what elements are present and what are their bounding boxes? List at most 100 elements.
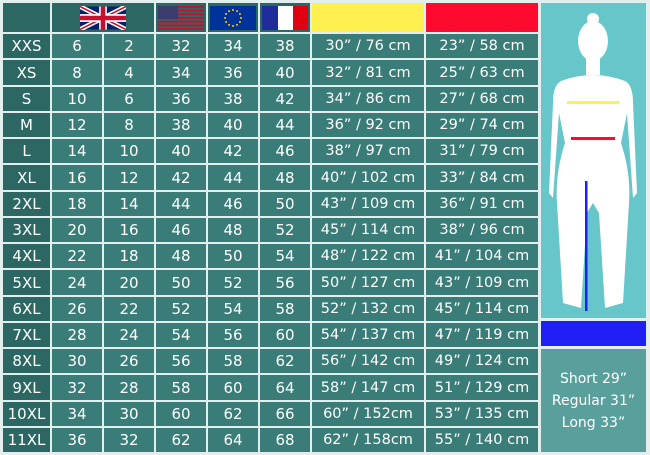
cell-fr: 62	[208, 402, 258, 426]
cell-us: 4	[104, 60, 154, 85]
cell-us: 20	[104, 270, 154, 295]
cell-eu: 36	[156, 87, 206, 111]
cell-chest: 50” / 127 cm	[312, 270, 424, 295]
cell-fr: 58	[208, 349, 258, 373]
cell-us: 28	[104, 375, 154, 400]
cell-fr: 42	[208, 139, 258, 163]
cell-size: 8XL	[3, 349, 50, 373]
cell-fr: 44	[208, 165, 258, 190]
cell-fr: 48	[208, 218, 258, 242]
cell-uk: 22	[52, 244, 102, 268]
cell-it: 38	[260, 34, 310, 58]
cell-eu: 34	[156, 60, 206, 85]
cell-waist: 36” / 91 cm	[426, 192, 538, 216]
cell-waist: 51” / 129 cm	[426, 375, 538, 400]
cell-us: 14	[104, 192, 154, 216]
inseam-lengths: Short 29” Regular 31” Long 33”	[541, 349, 646, 452]
cell-fr: 36	[208, 60, 258, 85]
cell-chest: 36” / 92 cm	[312, 113, 424, 137]
cell-fr: 52	[208, 270, 258, 295]
cell-it: 52	[260, 218, 310, 242]
inseam-regular: Regular 31”	[551, 392, 636, 409]
france-flag-icon	[262, 5, 308, 30]
cell-uk: 16	[52, 165, 102, 190]
cell-us: 10	[104, 139, 154, 163]
cell-waist: 29” / 74 cm	[426, 113, 538, 137]
cell-it: 56	[260, 270, 310, 295]
cell-chest: 54” / 137 cm	[312, 323, 424, 347]
cell-it: 42	[260, 87, 310, 111]
cell-it: 60	[260, 323, 310, 347]
cell-chest: 52” / 132 cm	[312, 297, 424, 321]
cell-size: 11XL	[3, 428, 50, 452]
cell-size: XXS	[3, 34, 50, 58]
cell-size: XS	[3, 60, 50, 85]
cell-fr: 38	[208, 87, 258, 111]
cell-uk: 6	[52, 34, 102, 58]
cell-it: 48	[260, 165, 310, 190]
waist-color-key	[426, 3, 538, 32]
eu-flag-icon	[210, 5, 256, 30]
cell-it: 44	[260, 113, 310, 137]
cell-uk: 30	[52, 349, 102, 373]
cell-uk: 34	[52, 402, 102, 426]
cell-eu: 54	[156, 323, 206, 347]
cell-waist: 45” / 114 cm	[426, 297, 538, 321]
cell-chest: 43” / 109 cm	[312, 192, 424, 216]
cell-uk: 26	[52, 297, 102, 321]
inseam-line	[585, 181, 588, 311]
cell-us: 6	[104, 87, 154, 111]
cell-eu: 60	[156, 402, 206, 426]
cell-it: 40	[260, 60, 310, 85]
cell-it: 64	[260, 375, 310, 400]
cell-chest: 48” / 122 cm	[312, 244, 424, 268]
cell-uk: 36	[52, 428, 102, 452]
cell-chest: 62” / 158cm	[312, 428, 424, 452]
cell-eu: 40	[156, 139, 206, 163]
cell-size: L	[3, 139, 50, 163]
cell-us: 2	[104, 34, 154, 58]
cell-size: 2XL	[3, 192, 50, 216]
cell-chest: 60” / 152cm	[312, 402, 424, 426]
uk-flag-cell	[52, 3, 154, 32]
female-silhouette-icon	[549, 13, 637, 311]
cell-waist: 38” / 96 cm	[426, 218, 538, 242]
body-figure-illustration	[541, 3, 646, 318]
cell-chest: 38” / 97 cm	[312, 139, 424, 163]
cell-us: 30	[104, 402, 154, 426]
cell-size: 6XL	[3, 297, 50, 321]
cell-chest: 58” / 147 cm	[312, 375, 424, 400]
cell-waist: 31” / 79 cm	[426, 139, 538, 163]
cell-size: 10XL	[3, 402, 50, 426]
cell-chest: 30” / 76 cm	[312, 34, 424, 58]
cell-size: 5XL	[3, 270, 50, 295]
cell-it: 62	[260, 349, 310, 373]
eu-flag-cell	[208, 3, 258, 32]
cell-size: 9XL	[3, 375, 50, 400]
cell-chest: 40” / 102 cm	[312, 165, 424, 190]
cell-waist: 49” / 124 cm	[426, 349, 538, 373]
cell-fr: 50	[208, 244, 258, 268]
cell-us: 24	[104, 323, 154, 347]
cell-chest: 32” / 81 cm	[312, 60, 424, 85]
cell-waist: 41” / 104 cm	[426, 244, 538, 268]
cell-waist: 53” / 135 cm	[426, 402, 538, 426]
cell-it: 54	[260, 244, 310, 268]
chest-color-key	[312, 3, 424, 32]
cell-eu: 52	[156, 297, 206, 321]
cell-uk: 12	[52, 113, 102, 137]
cell-it: 46	[260, 139, 310, 163]
cell-eu: 62	[156, 428, 206, 452]
cell-eu: 44	[156, 192, 206, 216]
cell-us: 26	[104, 349, 154, 373]
cell-eu: 56	[156, 349, 206, 373]
cell-fr: 46	[208, 192, 258, 216]
cell-size: M	[3, 113, 50, 137]
us-flag-cell	[156, 3, 206, 32]
cell-eu: 48	[156, 244, 206, 268]
cell-eu: 42	[156, 165, 206, 190]
inseam-long: Long 33”	[561, 414, 626, 431]
cell-uk: 20	[52, 218, 102, 242]
uk-flag-icon	[80, 5, 126, 30]
